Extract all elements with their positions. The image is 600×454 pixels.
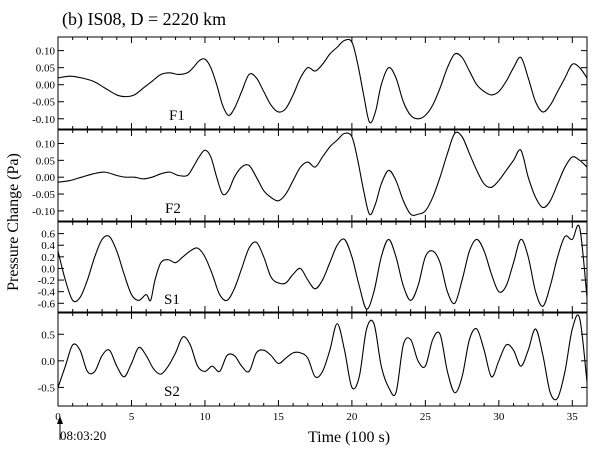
y-tick-label: 0.2 <box>41 252 55 264</box>
panel-label-s1: S1 <box>164 292 180 308</box>
x-tick-label: 0 <box>55 411 61 423</box>
panels-group: -0.10-0.050.000.050.10F1-0.10-0.050.000.… <box>32 36 588 423</box>
y-tick-label: -0.6 <box>38 298 56 310</box>
y-tick-label: -0.05 <box>32 189 55 201</box>
panel-s1: -0.6-0.4-0.20.00.20.40.6 S1 <box>38 221 588 313</box>
x-tick-label: 35 <box>567 411 579 423</box>
panel-label-s2: S2 <box>164 384 180 400</box>
y-tick-label: 0.0 <box>41 263 55 275</box>
x-tick-label: 25 <box>420 411 432 423</box>
y-tick-label: 0.00 <box>36 172 56 184</box>
y-tick-label: 0.05 <box>36 155 56 167</box>
x-axis-label: Time (100 s) <box>308 429 390 446</box>
y-tick-label: -0.2 <box>38 275 55 287</box>
y-tick-label: 0.5 <box>41 329 55 341</box>
x-tick-label: 5 <box>129 411 135 423</box>
series-line-s1 <box>58 224 587 310</box>
panel-frame <box>57 36 588 130</box>
y-tick-label: -0.10 <box>32 114 55 126</box>
y-tick-label: 0.00 <box>36 80 56 92</box>
y-axis-label: Pressure Change (Pa) <box>5 153 22 291</box>
x-tick-label: 30 <box>493 411 505 423</box>
chart-title: (b) IS08, D = 2220 km <box>62 9 226 30</box>
y-tick-label: 0.0 <box>41 356 55 368</box>
panel-frame <box>57 221 588 313</box>
x-tick-label: 10 <box>199 411 211 423</box>
start-time-label: 08:03:20 <box>60 428 106 443</box>
x-tick-label: 20 <box>346 411 358 423</box>
y-tick-label: 0.6 <box>41 229 55 241</box>
y-tick-label: 0.05 <box>36 63 56 75</box>
start-time-marker <box>57 416 63 440</box>
panel-frame <box>57 312 588 407</box>
start-arrow-head <box>57 416 63 424</box>
y-tick-label: -0.4 <box>38 287 56 299</box>
panel-f1: -0.10 -0.05 0.00 0.05 0.10 F1 <box>32 36 588 130</box>
series-line-f2 <box>58 131 587 216</box>
panel-frame <box>57 129 588 222</box>
panel-s2: -0.5 0.0 0.5 S2 <box>38 312 588 407</box>
x-tick-label: 15 <box>273 411 285 423</box>
y-tick-label: 0.4 <box>41 240 55 252</box>
y-tick-label: -0.5 <box>38 382 56 394</box>
panel-f2: -0.10 -0.05 0.00 0.05 0.10 F2 <box>32 129 588 222</box>
y-tick-label: -0.10 <box>32 206 55 218</box>
y-tick-label: -0.05 <box>32 97 55 109</box>
series-line-s2 <box>58 314 587 401</box>
y-tick-label: 0.10 <box>36 138 56 150</box>
y-tick-label: 0.10 <box>36 46 56 58</box>
panel-label-f1: F1 <box>169 108 185 124</box>
panel-label-f2: F2 <box>165 201 181 217</box>
series-line-f1 <box>58 38 587 124</box>
